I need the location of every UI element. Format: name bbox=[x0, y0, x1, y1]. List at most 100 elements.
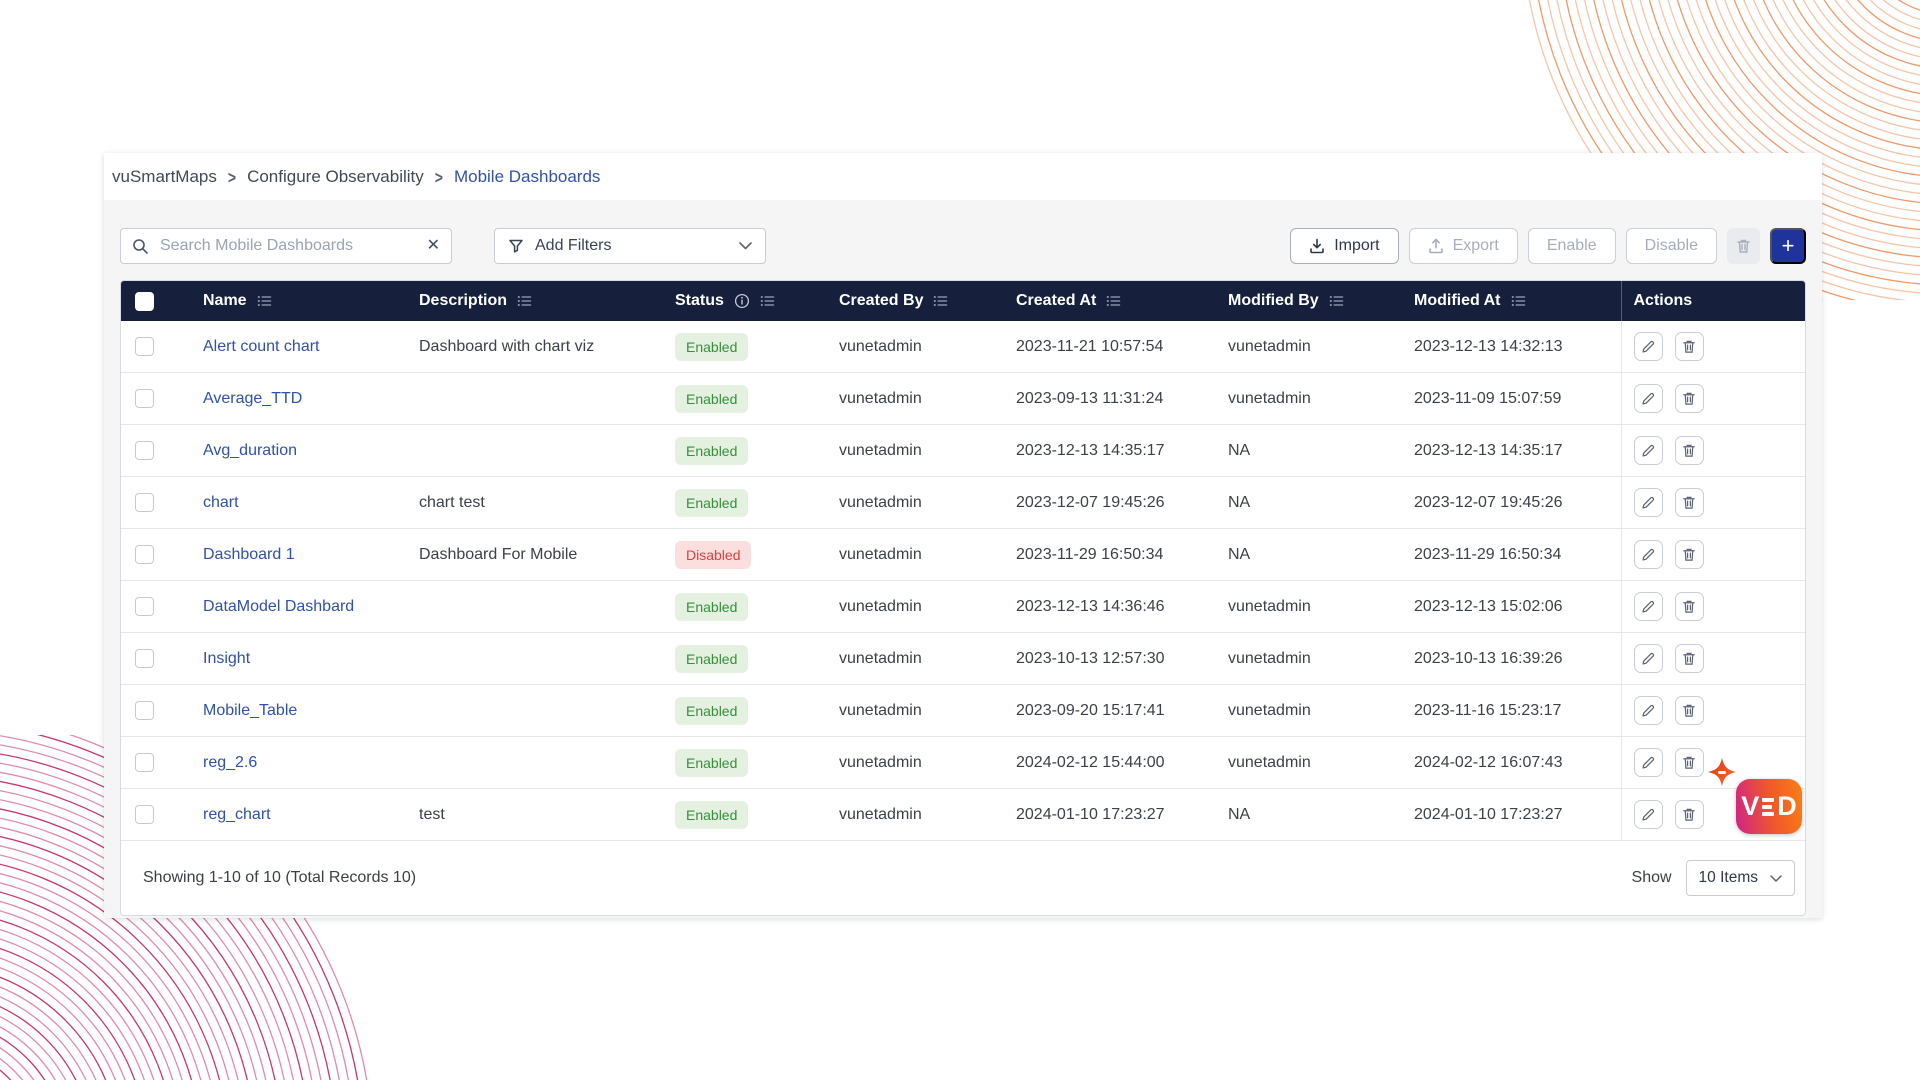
sort-list-icon[interactable] bbox=[1329, 294, 1344, 308]
dashboard-name-link[interactable]: Avg_duration bbox=[203, 441, 297, 459]
page-size-dropdown[interactable]: 10 Items bbox=[1685, 860, 1795, 896]
table-row: Avg_duration Enabled vunetadmin 2023-12-… bbox=[121, 424, 1805, 477]
disable-button[interactable]: Disable bbox=[1625, 228, 1717, 264]
export-button[interactable]: Export bbox=[1408, 228, 1518, 264]
edit-button[interactable] bbox=[1633, 384, 1663, 413]
sort-list-icon[interactable] bbox=[517, 294, 532, 308]
add-filters-label: Add Filters bbox=[535, 237, 612, 254]
trash-icon bbox=[1683, 496, 1696, 509]
dashboard-name-link[interactable]: chart bbox=[203, 493, 239, 511]
search-input[interactable] bbox=[158, 236, 418, 256]
row-checkbox[interactable] bbox=[135, 805, 154, 824]
column-header-created-at[interactable]: Created At bbox=[994, 281, 1206, 321]
dashboard-name-link[interactable]: Dashboard 1 bbox=[203, 545, 295, 563]
delete-button[interactable] bbox=[1674, 800, 1704, 829]
delete-button[interactable] bbox=[1674, 384, 1704, 413]
footer-right: Show 10 Items bbox=[1632, 860, 1795, 896]
edit-button[interactable] bbox=[1633, 592, 1663, 621]
search-box[interactable]: ✕ bbox=[120, 228, 452, 264]
edit-button[interactable] bbox=[1633, 748, 1663, 777]
actions-cell bbox=[1620, 321, 1805, 373]
edit-button[interactable] bbox=[1633, 488, 1663, 517]
breadcrumb-vusmartmaps[interactable]: vuSmartMaps bbox=[112, 166, 217, 186]
add-dashboard-button[interactable]: + bbox=[1770, 228, 1806, 264]
delete-button[interactable] bbox=[1674, 748, 1704, 777]
dashboard-name-link[interactable]: Insight bbox=[203, 649, 251, 667]
import-button[interactable]: Import bbox=[1290, 228, 1399, 264]
edit-button[interactable] bbox=[1633, 436, 1663, 465]
dashboard-name-link[interactable]: reg_2.6 bbox=[203, 753, 258, 771]
actions-cell bbox=[1620, 372, 1805, 425]
pencil-icon bbox=[1641, 652, 1654, 665]
sort-list-icon[interactable] bbox=[257, 294, 272, 308]
select-all-checkbox[interactable] bbox=[135, 291, 154, 311]
breadcrumb-configure-observability[interactable]: Configure Observability bbox=[247, 166, 424, 186]
modified-at-cell: 2023-12-07 19:45:26 bbox=[1392, 476, 1621, 529]
dashboard-name-link[interactable]: Alert count chart bbox=[203, 337, 320, 355]
table-footer: Showing 1-10 of 10 (Total Records 10) Sh… bbox=[121, 840, 1805, 915]
ved-letter-v: V bbox=[1741, 791, 1760, 821]
edit-button[interactable] bbox=[1633, 332, 1663, 361]
description-cell: test bbox=[397, 788, 653, 840]
clear-search-icon[interactable]: ✕ bbox=[426, 237, 440, 254]
row-checkbox[interactable] bbox=[135, 597, 154, 616]
edit-button[interactable] bbox=[1633, 540, 1663, 569]
row-checkbox[interactable] bbox=[135, 441, 154, 460]
dashboard-name-link[interactable]: DataModel Dashbard bbox=[203, 597, 355, 615]
status-badge: Enabled bbox=[675, 488, 749, 517]
breadcrumb-mobile-dashboards: Mobile Dashboards bbox=[453, 166, 601, 186]
column-label: Name bbox=[203, 292, 247, 309]
sort-list-icon[interactable] bbox=[1511, 294, 1526, 308]
info-icon[interactable] bbox=[734, 293, 750, 309]
table-row: reg_chart test Enabled vunetadmin 2024-0… bbox=[121, 788, 1805, 840]
sort-list-icon[interactable] bbox=[760, 294, 775, 308]
delete-button[interactable] bbox=[1674, 436, 1704, 465]
delete-button[interactable] bbox=[1674, 644, 1704, 673]
dashboard-name-link[interactable]: reg_chart bbox=[203, 805, 271, 823]
name-cell: chart bbox=[181, 476, 397, 529]
sort-list-icon[interactable] bbox=[1106, 294, 1121, 308]
row-checkbox[interactable] bbox=[135, 649, 154, 668]
column-header-name[interactable]: Name bbox=[181, 281, 397, 321]
created-by-cell: vunetadmin bbox=[817, 684, 994, 737]
delete-button[interactable] bbox=[1674, 488, 1704, 517]
delete-button[interactable] bbox=[1674, 332, 1704, 361]
row-checkbox[interactable] bbox=[135, 389, 154, 408]
row-checkbox[interactable] bbox=[135, 493, 154, 512]
row-checkbox[interactable] bbox=[135, 337, 154, 356]
row-checkbox[interactable] bbox=[135, 545, 154, 564]
delete-button[interactable] bbox=[1674, 592, 1704, 621]
delete-button[interactable] bbox=[1674, 540, 1704, 569]
dashboard-name-link[interactable]: Mobile_Table bbox=[203, 701, 298, 719]
delete-selected-button[interactable] bbox=[1727, 228, 1760, 264]
modified-at-cell: 2023-11-16 15:23:17 bbox=[1392, 684, 1621, 737]
delete-button[interactable] bbox=[1674, 696, 1704, 725]
edit-button[interactable] bbox=[1633, 696, 1663, 725]
edit-button[interactable] bbox=[1633, 644, 1663, 673]
column-header-modified-by[interactable]: Modified By bbox=[1206, 281, 1392, 321]
column-header-modified-at[interactable]: Modified At bbox=[1392, 281, 1621, 321]
dashboard-name-link[interactable]: Average_TTD bbox=[203, 389, 303, 407]
modified-at-cell: 2023-11-29 16:50:34 bbox=[1392, 528, 1621, 581]
toolbar: ✕ Add Filters Import bbox=[120, 228, 1806, 264]
column-header-created-by[interactable]: Created By bbox=[817, 281, 994, 321]
enable-button[interactable]: Enable bbox=[1527, 228, 1616, 264]
trash-icon bbox=[1683, 444, 1696, 457]
column-header-actions[interactable]: Actions bbox=[1620, 281, 1805, 321]
name-cell: reg_2.6 bbox=[181, 736, 397, 789]
row-checkbox-cell bbox=[121, 580, 181, 633]
add-filters-dropdown[interactable]: Add Filters bbox=[494, 228, 766, 264]
edit-button[interactable] bbox=[1633, 800, 1663, 829]
sort-list-icon[interactable] bbox=[933, 294, 948, 308]
column-header-description[interactable]: Description bbox=[397, 281, 653, 321]
name-cell: Insight bbox=[181, 632, 397, 685]
pencil-icon bbox=[1641, 444, 1654, 457]
ved-watermark-logo[interactable]: V D bbox=[1736, 779, 1802, 834]
row-checkbox[interactable] bbox=[135, 701, 154, 720]
created-at-cell: 2023-09-13 11:31:24 bbox=[994, 372, 1206, 425]
created-by-cell: vunetadmin bbox=[817, 528, 994, 581]
row-checkbox[interactable] bbox=[135, 753, 154, 772]
modified-by-cell: vunetadmin bbox=[1206, 736, 1392, 789]
column-header-status[interactable]: Status bbox=[653, 281, 817, 321]
pencil-icon bbox=[1641, 496, 1654, 509]
